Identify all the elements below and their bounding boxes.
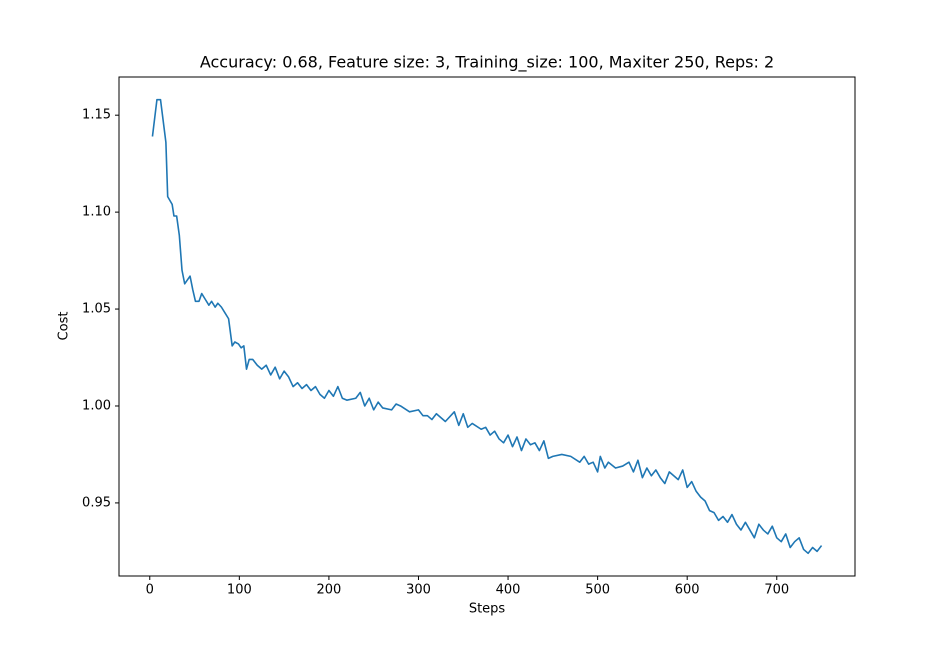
x-tick-label: 200 bbox=[316, 583, 341, 598]
x-tick-label: 500 bbox=[585, 583, 610, 598]
axes-frame bbox=[118, 76, 856, 577]
x-tick-label: 400 bbox=[496, 583, 521, 598]
x-axis-label: Steps bbox=[469, 602, 506, 617]
x-tick-label: 100 bbox=[227, 583, 252, 598]
y-tick-label: 0.95 bbox=[82, 495, 111, 510]
chart-title: Accuracy: 0.68, Feature size: 3, Trainin… bbox=[200, 53, 774, 73]
y-tick-label: 1.05 bbox=[82, 302, 111, 317]
x-tick-label: 700 bbox=[764, 583, 789, 598]
y-tick-label: 1.15 bbox=[82, 108, 111, 123]
x-tick-label: 300 bbox=[406, 583, 431, 598]
y-tick-label: 1.00 bbox=[82, 398, 111, 413]
y-axis-label: Cost bbox=[57, 312, 72, 341]
x-tick-label: 0 bbox=[146, 583, 154, 598]
x-tick-label: 600 bbox=[675, 583, 700, 598]
line bbox=[151, 98, 823, 555]
y-tick-label: 1.10 bbox=[82, 205, 111, 220]
